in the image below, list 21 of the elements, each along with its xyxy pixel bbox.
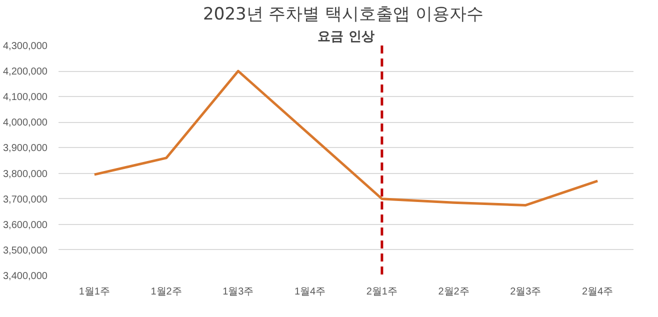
- x-tick-label: 1월1주: [78, 286, 110, 298]
- y-tick-label: 3,900,000: [3, 143, 48, 154]
- x-tick-label: 2월1주: [366, 286, 398, 298]
- x-tick-label: 1월2주: [150, 286, 182, 298]
- y-tick-label: 4,000,000: [3, 118, 48, 129]
- y-tick-label: 4,200,000: [3, 66, 48, 78]
- y-tick-label: 3,800,000: [3, 168, 48, 180]
- x-tick-label: 1월4주: [294, 286, 326, 298]
- y-tick-label: 3,700,000: [3, 194, 48, 206]
- ref-line-label: 요금 인상: [318, 30, 374, 44]
- y-tick-label: 3,400,000: [3, 271, 48, 282]
- y-tick-label: 4,100,000: [3, 92, 48, 104]
- x-tick-label: 1월3주: [222, 286, 254, 298]
- x-tick-label: 2월3주: [510, 286, 542, 298]
- y-tick-label: 4,300,000: [3, 41, 48, 52]
- y-tick-label: 3,600,000: [3, 220, 48, 231]
- chart-title: 2023년 주차별 택시호출앱 이용자수: [203, 4, 484, 24]
- y-tick-label: 3,500,000: [3, 245, 48, 256]
- x-tick-label: 2월2주: [438, 286, 470, 298]
- line-series: [93, 70, 599, 206]
- x-tick-label: 2월4주: [582, 286, 614, 298]
